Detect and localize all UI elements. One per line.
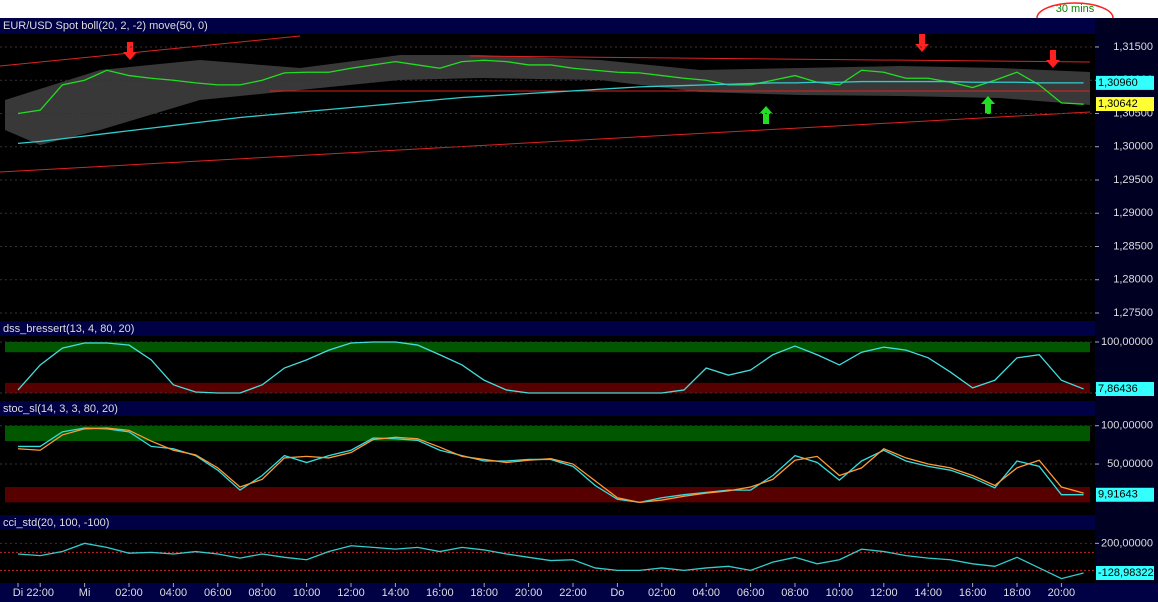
series-line: [17, 542, 1084, 580]
trend-line: [469, 55, 1091, 63]
x-tick-label: 20:00: [1048, 587, 1076, 599]
x-tick-label: Mi: [79, 587, 91, 599]
x-tick-label: 12:00: [870, 587, 898, 599]
series-line: [17, 427, 1084, 504]
value-marker-label: 1,30642: [1098, 98, 1138, 110]
toolbar: [0, 0, 1158, 18]
panel-header: [0, 321, 1095, 336]
x-tick-label: 14:00: [382, 587, 410, 599]
y-tick-label: 200,00000: [1101, 537, 1153, 549]
timeframe[interactable]: 30 mins: [1056, 3, 1095, 15]
x-axis-bar: [0, 583, 1158, 602]
y-tick-label: 1,31500: [1113, 41, 1153, 53]
value-marker-label: 9,91643: [1098, 489, 1138, 501]
x-tick-label: 10:00: [293, 587, 321, 599]
x-tick-label: 04:00: [160, 587, 188, 599]
buy-arrow: [981, 96, 995, 114]
chart-background: [0, 18, 1158, 602]
panel-title: dss_bressert(13, 4, 80, 20): [3, 323, 134, 335]
sell-arrow: [123, 42, 137, 60]
x-tick-label: 08:00: [781, 587, 809, 599]
value-marker: [1096, 381, 1154, 396]
x-tick-label: 12:00: [337, 587, 365, 599]
value-marker: [1096, 75, 1154, 90]
zone: [5, 487, 1090, 503]
x-tick-label: 02:00: [115, 587, 143, 599]
series-line: [17, 59, 1084, 115]
y-tick-label: 50,00000: [1107, 458, 1153, 470]
y-tick-label: 100,00000: [1101, 420, 1153, 432]
value-marker: [1096, 487, 1154, 502]
panel-header: [0, 401, 1095, 416]
x-tick-label: 20:00: [515, 587, 543, 599]
x-tick-label: 02:00: [648, 587, 676, 599]
panel-title: stoc_sl(14, 3, 3, 80, 20): [3, 403, 118, 415]
y-tick-label: 1,29500: [1113, 174, 1153, 186]
x-tick-label: 08:00: [248, 587, 276, 599]
y-tick-label: 1,28000: [1113, 274, 1153, 286]
x-tick-label: 06:00: [737, 587, 765, 599]
buy-arrow: [759, 106, 773, 124]
x-tick-label: 22:00: [559, 587, 587, 599]
x-tick-label: 10:00: [826, 587, 854, 599]
x-tick-label: 06:00: [204, 587, 232, 599]
sell-arrow: [1046, 50, 1060, 68]
trend-line: [0, 35, 301, 67]
zone: [5, 382, 1090, 394]
value-marker-label: 7,86436: [1098, 383, 1138, 395]
zone: [5, 341, 1090, 353]
x-tick-label: 18:00: [470, 587, 498, 599]
series-line: [17, 80, 1084, 145]
trend-line: [0, 111, 1091, 173]
panel-header: [0, 515, 1095, 530]
x-tick-label: 16:00: [426, 587, 454, 599]
y-tick-label: 1,30000: [1113, 141, 1153, 153]
value-marker-label: -128,98322: [1098, 567, 1154, 579]
x-tick-label: 14:00: [914, 587, 942, 599]
value-marker-label: 1,30960: [1098, 77, 1138, 89]
panel-title: cci_std(20, 100, -100): [3, 517, 109, 529]
series-line: [18, 427, 1084, 504]
zone: [5, 425, 1090, 442]
series-line: [17, 341, 1084, 394]
y-tick-label: 1,28500: [1113, 240, 1153, 252]
y-tick-label: 1,27500: [1113, 307, 1153, 319]
panel-header: [0, 18, 1095, 34]
x-tick-label: 16:00: [959, 587, 987, 599]
x-tick-label: 04:00: [692, 587, 720, 599]
x-tick-label: Do: [610, 587, 624, 599]
y-tick-label: 1,29000: [1113, 207, 1153, 219]
bollinger-band: [5, 55, 1090, 145]
value-marker: [1096, 97, 1154, 112]
x-tick-label: 22:00: [26, 587, 54, 599]
x-tick-label: 18:00: [1003, 587, 1031, 599]
sell-arrow: [915, 34, 929, 52]
value-marker: [1096, 565, 1154, 580]
y-tick-label: 100,00000: [1101, 336, 1153, 348]
x-tick-label: Di: [13, 587, 23, 599]
panel-title: EUR/USD Spot boll(20, 2, -2) move(50, 0): [3, 20, 208, 32]
